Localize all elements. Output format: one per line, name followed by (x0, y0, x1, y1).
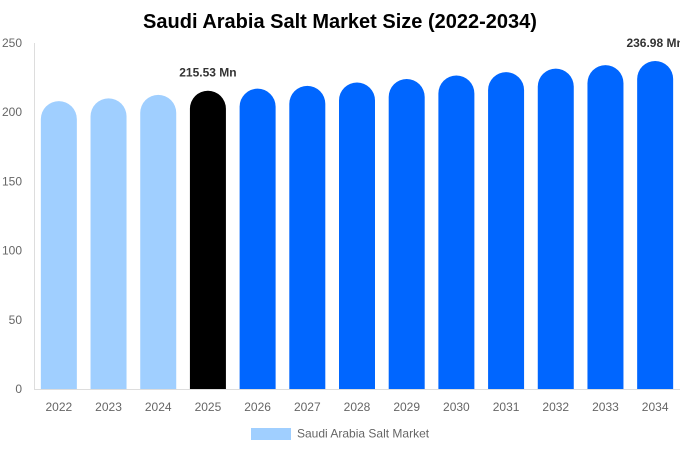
bar-2033[interactable] (587, 65, 624, 390)
bar-2024[interactable] (140, 94, 177, 389)
bar-2032[interactable] (537, 68, 574, 389)
data-label: 236.98 Mn (626, 36, 680, 50)
y-tick-label: 250 (2, 36, 22, 50)
bar-2029[interactable] (388, 78, 425, 389)
x-tick-label: 2025 (195, 400, 222, 414)
bar-2025[interactable] (189, 90, 226, 389)
bar-2022[interactable] (40, 101, 77, 390)
x-tick-label: 2032 (542, 400, 569, 414)
data-label: 215.53 Mn (179, 66, 236, 80)
legend-label[interactable]: Saudi Arabia Salt Market (297, 427, 430, 441)
bar-2026[interactable] (239, 88, 276, 390)
y-tick-label: 50 (9, 313, 23, 327)
bar-2027[interactable] (289, 85, 326, 390)
bar-2030[interactable] (438, 75, 475, 390)
bar-2023[interactable] (90, 98, 127, 390)
y-tick-label: 0 (15, 382, 22, 396)
chart-title: Saudi Arabia Salt Market Size (2022-2034… (143, 11, 537, 33)
y-tick-label: 150 (2, 174, 22, 188)
y-tick-label: 100 (2, 244, 22, 258)
x-tick-label: 2034 (642, 400, 669, 414)
x-tick-label: 2023 (95, 400, 122, 414)
x-tick-label: 2024 (145, 400, 172, 414)
x-tick-label: 2022 (45, 400, 72, 414)
x-tick-label: 2031 (493, 400, 520, 414)
x-tick-label: 2029 (393, 400, 420, 414)
bar-2031[interactable] (488, 72, 525, 389)
y-tick-label: 200 (2, 105, 22, 119)
x-tick-label: 2027 (294, 400, 321, 414)
x-tick-label: 2030 (443, 400, 470, 414)
x-tick-label: 2028 (344, 400, 371, 414)
x-tick-label: 2026 (244, 400, 271, 414)
x-tick-label: 2033 (592, 400, 619, 414)
bar-2028[interactable] (339, 82, 375, 389)
bar-2034[interactable] (637, 61, 674, 389)
legend-swatch[interactable] (251, 428, 291, 440)
